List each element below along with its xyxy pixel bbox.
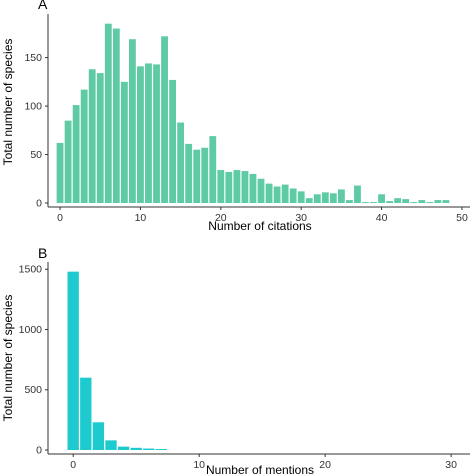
panel-a-bar xyxy=(313,194,321,203)
panel-b-bar xyxy=(105,440,117,450)
panel-a-bar xyxy=(386,201,394,203)
panel-a-bar xyxy=(72,105,80,203)
panel-b-x-tick-label: 20 xyxy=(319,459,331,471)
panel-a-bar xyxy=(394,198,402,203)
panel-a-y-axis-title: Total number of species xyxy=(1,39,15,166)
panel-a-bars xyxy=(56,23,450,204)
panel-a-bar xyxy=(370,202,377,203)
panel-a-bar xyxy=(426,202,434,203)
panel-a-bar xyxy=(233,170,241,203)
panel-a-y-tick-label: 0 xyxy=(36,198,42,210)
panel-a-bar xyxy=(402,199,410,203)
panel-b-y-tick-label: 1000 xyxy=(19,324,43,336)
panel-a-bar xyxy=(265,183,273,203)
panel-a-bar xyxy=(346,200,353,203)
panel-a-bar xyxy=(442,200,450,203)
panel-a-bar xyxy=(329,193,337,203)
panel-b-y-axis-title: Total number of species xyxy=(1,295,15,422)
panel-a-x-tick-label: 50 xyxy=(456,212,468,224)
panel-a-chart: A 0 50 100 150 0 10 20 30 40 50 Number of citatio… xyxy=(1,0,470,233)
panel-a-bar xyxy=(80,89,88,203)
panel-b-chart: B 0 500 1000 1500 0 10 20 30 Number of mentions… xyxy=(1,245,470,474)
panel-b-bar xyxy=(80,377,92,450)
panel-a-bar xyxy=(193,149,201,203)
panel-b-bar xyxy=(143,448,155,450)
panel-b-bar xyxy=(117,446,130,450)
panel-a-x-tick-label: 20 xyxy=(215,212,227,224)
panel-a-y-tick-label: 150 xyxy=(24,52,42,64)
panel-a-bar xyxy=(185,143,193,203)
panel-b-label: B xyxy=(38,245,47,261)
panel-a-bar xyxy=(64,120,72,203)
panel-a-bar xyxy=(128,39,136,204)
panel-a-bar xyxy=(96,73,104,204)
panel-b-y-tick-label: 1500 xyxy=(19,264,43,276)
panel-b-x-tick-label: 30 xyxy=(445,459,457,471)
panel-a-x-tick-label: 0 xyxy=(57,212,63,224)
panel-a-bar xyxy=(169,79,176,203)
panel-a-bar xyxy=(120,81,128,203)
panel-b-bars xyxy=(67,271,168,450)
panel-a-bar xyxy=(305,198,313,203)
panel-a-bar xyxy=(418,200,426,203)
panel-a-bar xyxy=(273,186,281,203)
panel-b-ticks: 0 500 1000 1500 0 10 20 30 xyxy=(19,264,457,471)
panel-a-label: A xyxy=(38,0,48,12)
panel-a-y-tick-label: 100 xyxy=(24,101,42,113)
panel-a-bar xyxy=(410,202,418,203)
panel-a-bar xyxy=(281,184,289,203)
panel-a-bar xyxy=(104,23,112,203)
panel-a-bar xyxy=(337,189,345,203)
panel-a-x-tick-label: 10 xyxy=(135,212,147,224)
panel-b-x-tick-label: 10 xyxy=(193,459,205,471)
panel-a-bar xyxy=(145,63,152,204)
panel-b-bar xyxy=(130,447,142,450)
panel-b-bar xyxy=(155,449,168,450)
panel-a-bar xyxy=(289,188,297,203)
panel-a-y-tick-label: 50 xyxy=(30,149,42,161)
panel-a-bar xyxy=(56,142,64,203)
panel-b-x-axis-title: Number of mentions xyxy=(206,463,314,474)
panel-a-x-tick-label: 40 xyxy=(376,212,388,224)
panel-a-bar xyxy=(257,178,265,203)
panel-a-bar xyxy=(434,200,442,203)
panel-a-bar xyxy=(297,191,305,203)
panel-a-bar xyxy=(112,28,120,203)
panel-a-bar xyxy=(153,64,160,204)
panel-a-ticks: 0 50 100 150 0 10 20 30 40 50 xyxy=(24,52,467,224)
panel-a-bar xyxy=(201,147,209,203)
panel-a-bar xyxy=(321,192,329,203)
panel-b-y-tick-label: 500 xyxy=(24,384,42,396)
panel-b-x-tick-label: 0 xyxy=(70,459,76,471)
panel-a-bar xyxy=(217,170,225,203)
panel-a-x-axis-title: Number of citations xyxy=(208,219,311,233)
panel-a-bar xyxy=(137,66,144,203)
panel-a-bar xyxy=(249,173,257,203)
panel-a-bar xyxy=(354,185,361,203)
panel-a-bar xyxy=(209,136,217,203)
panel-b-y-tick-label: 0 xyxy=(36,445,42,457)
panel-a-bar xyxy=(241,171,249,203)
panel-a-x-tick-label: 30 xyxy=(295,212,307,224)
panel-a-bar xyxy=(177,122,185,203)
panel-a-bar xyxy=(225,171,233,203)
panel-a-bar xyxy=(88,69,96,203)
panel-a-bar xyxy=(161,36,168,203)
panel-b-bar xyxy=(92,422,105,450)
panel-a-bar xyxy=(378,194,385,203)
panel-b-bar xyxy=(67,271,79,450)
panel-a-bar xyxy=(362,202,369,203)
